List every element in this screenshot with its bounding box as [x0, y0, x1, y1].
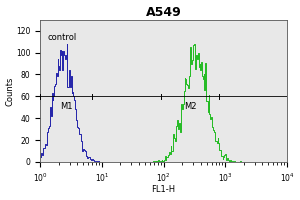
- Title: A549: A549: [146, 6, 181, 19]
- Y-axis label: Counts: Counts: [6, 76, 15, 106]
- Text: M2: M2: [184, 102, 196, 111]
- X-axis label: FL1-H: FL1-H: [152, 185, 176, 194]
- Text: control: control: [47, 33, 76, 42]
- Text: M1: M1: [60, 102, 73, 111]
